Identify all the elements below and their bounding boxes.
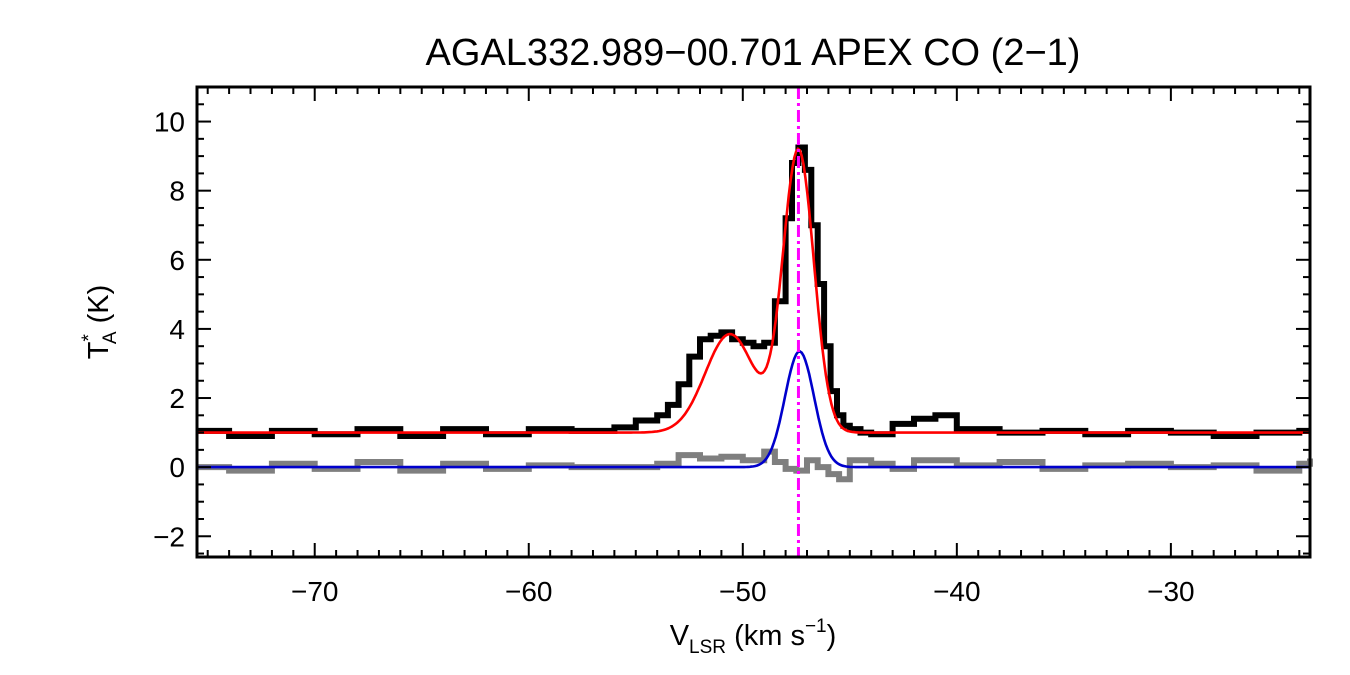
observed-spectrum	[197, 144, 1310, 439]
x-tick-label: −40	[933, 576, 981, 607]
y-axis-label-main: T	[83, 341, 115, 359]
y-tick-label: 4	[169, 314, 185, 345]
x-axis-label-rest: (km s	[726, 620, 805, 652]
y-tick-label: −2	[153, 521, 185, 552]
x-axis-label-sup: −1	[805, 616, 827, 637]
fit-curves	[197, 147, 1310, 469]
x-axis-label-sub: LSR	[689, 637, 726, 658]
x-tick-label: −70	[291, 576, 339, 607]
y-axis: −2 0 2 4 6 8 10	[153, 103, 1310, 555]
y-tick-label: 10	[154, 107, 185, 138]
y-axis-label-sup: *	[79, 334, 100, 342]
component-fit-line	[197, 349, 1310, 469]
x-axis-label-close: )	[827, 620, 837, 652]
observed-line	[197, 144, 1310, 439]
x-tick-label: −30	[1147, 576, 1195, 607]
y-axis-label-rest: (K)	[83, 285, 115, 332]
y-axis-label-sub: A	[100, 331, 121, 344]
y-tick-label: 2	[169, 383, 185, 414]
total-fit-line	[197, 147, 1310, 434]
chart-title: AGAL332.989−00.701 APEX CO (2−1)	[426, 32, 1081, 74]
x-axis-label-main: V	[670, 620, 690, 652]
x-axis-label: VLSR (km s−1)	[670, 616, 837, 658]
y-tick-label: 6	[169, 245, 185, 276]
plot-frame	[195, 85, 1312, 559]
y-axis-label: T*A (K)	[79, 285, 121, 360]
y-tick-label: 0	[169, 452, 185, 483]
y-tick-label: 8	[169, 176, 185, 207]
x-tick-label: −50	[719, 576, 767, 607]
x-axis: −70 −60 −50 −40 −30	[206, 87, 1301, 607]
x-tick-label: −60	[505, 576, 553, 607]
